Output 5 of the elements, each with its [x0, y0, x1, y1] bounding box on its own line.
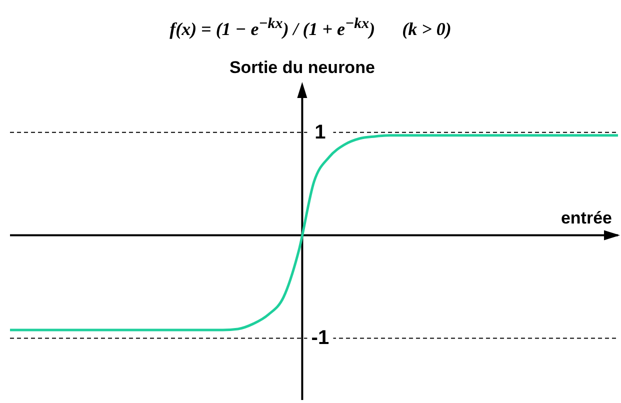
chart-title: f(x) = (1 − e$^{−kx}$) / (1 + e$^{−kx}$) (k > 0): [168, 16, 452, 40]
y-axis-title: Sortie du neurone: [228, 58, 376, 78]
x-axis-title: entrée: [560, 208, 612, 228]
y-tick-label: 1: [314, 121, 326, 144]
y-tick-label: -1: [311, 327, 330, 350]
